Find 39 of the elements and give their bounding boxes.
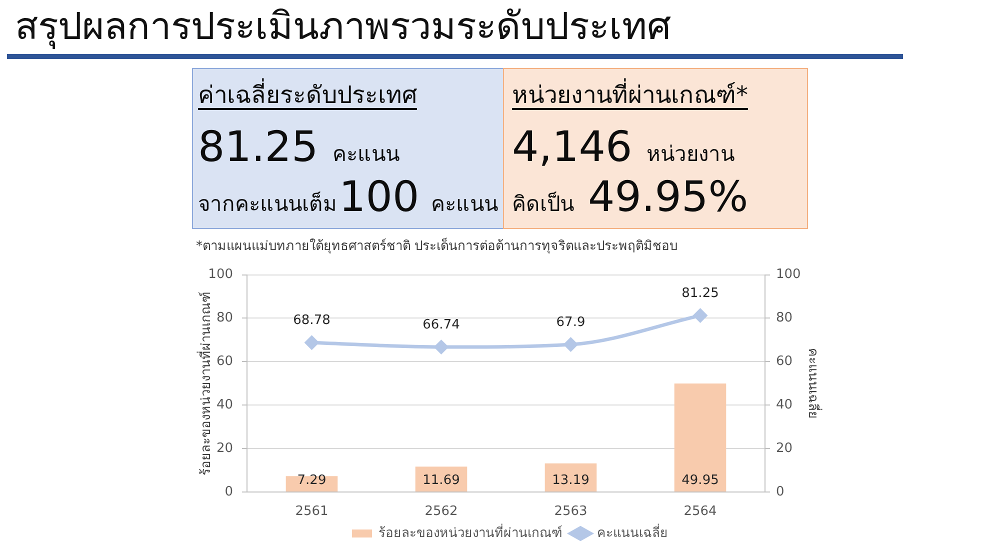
data-label: 81.25 (682, 286, 719, 301)
y2-tick-label: 0 (776, 484, 784, 500)
point (434, 340, 448, 354)
data-label: 11.69 (422, 472, 460, 488)
legend-label: ร้อยละของหน่วยงานที่ผ่านเกณฑ์ (378, 524, 562, 541)
y-tick-label: 100 (208, 267, 233, 282)
y2-tick-label: 20 (776, 440, 793, 456)
x-tick-label: 2563 (554, 504, 588, 520)
bar (674, 384, 726, 492)
y2-tick-label: 100 (776, 267, 801, 282)
text: สรุปผลการประเมินภาพรวมระดับประเทศ (15, 4, 671, 48)
bar (544, 463, 597, 492)
y-tick-label: 20 (216, 440, 233, 456)
point (564, 338, 578, 352)
y-tick-label: 0 (224, 484, 233, 500)
y-tick-label: 40 (216, 397, 233, 412)
summary-card: ค่าเฉลี่ยระดับประเทศ 81.25 คะแนน จากคะแนนเต็ม 100 คะแนน (192, 68, 504, 229)
text: *ตามแผนแม่บทภายใต้ยุทธศาสตร์ชาติ ประเด็นการต่อต้านการทุจริตและประพฤติมิชอบ (196, 239, 678, 254)
y2-tick-label: 60 (776, 354, 793, 370)
data-label: 67.9 (556, 314, 586, 330)
y-tick-label: 60 (216, 354, 233, 370)
x-tick-label: 2562 (424, 504, 458, 520)
data-label: 66.74 (422, 317, 460, 332)
x-tick-label: 2564 (684, 504, 717, 520)
summary-card: หน่วยงานที่ผ่านเกณฑ์* 4,146 หน่วยงาน คิดเป็น 49.95% (503, 68, 808, 229)
y-axis-title: ร้อยละของหน่วยงานที่ผ่านเกณฑ์ (197, 291, 214, 476)
data-label: 13.19 (552, 472, 590, 488)
bar (286, 476, 338, 492)
data-label: 49.95 (682, 472, 719, 488)
point (305, 336, 318, 350)
y-tick-label: 80 (216, 310, 233, 326)
y2-tick-label: 80 (776, 310, 793, 326)
legend-label: คะแนนเฉลี่ย (597, 524, 668, 541)
y2-axis-title: คะแนนเฉลี่ย (804, 348, 822, 419)
y2-tick-label: 40 (776, 397, 793, 412)
data-label: 7.29 (297, 472, 326, 488)
data-label: 68.78 (293, 312, 330, 328)
x-tick-label: 2561 (295, 504, 328, 520)
point (694, 308, 707, 322)
